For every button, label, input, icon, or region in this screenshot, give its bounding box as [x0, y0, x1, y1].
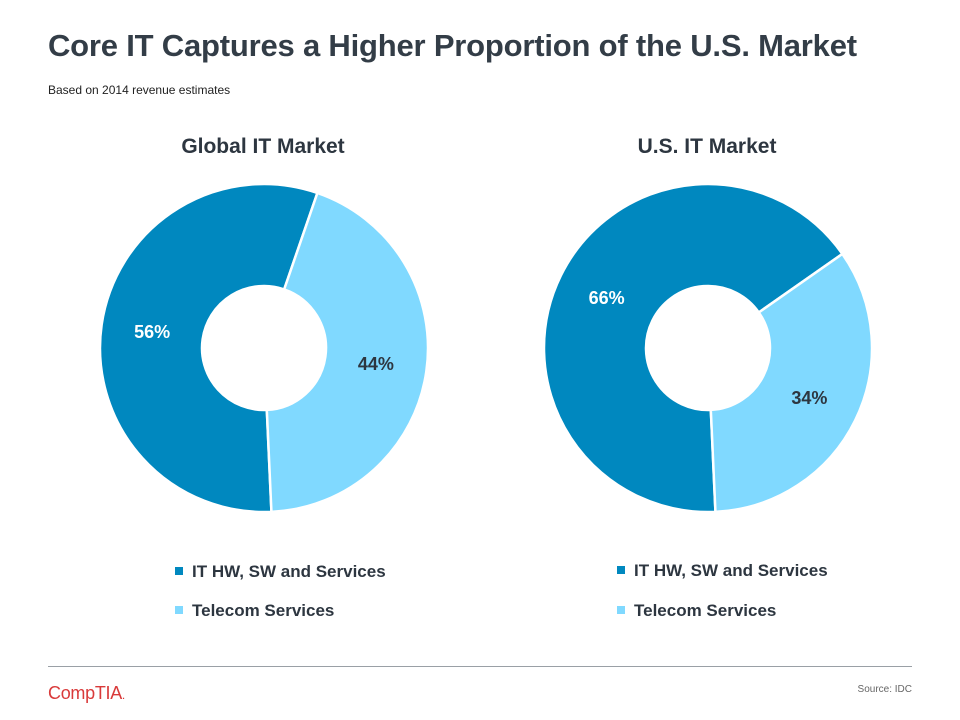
source-note: Source: IDC: [857, 684, 912, 695]
legend-item-it: IT HW, SW and Services: [617, 561, 828, 581]
donut-1-label-telecom: 34%: [791, 388, 827, 408]
comptia-logo: CompTIA.: [48, 683, 125, 703]
page-subtitle: Based on 2014 revenue estimates: [48, 83, 231, 97]
donut-0-label-telecom: 44%: [358, 354, 394, 374]
donut-0-slice-telecom: [265, 191, 430, 514]
legend-label-it: IT HW, SW and Services: [634, 561, 828, 580]
legend-label-telecom: Telecom Services: [634, 601, 777, 620]
logo-text: CompTIA: [48, 683, 122, 703]
legend-item-telecom: Telecom Services: [617, 601, 776, 621]
legend-item-telecom: Telecom Services: [175, 601, 334, 621]
legend-item-it: IT HW, SW and Services: [175, 562, 386, 582]
legend-swatch-telecom: [617, 605, 625, 614]
donut-0-label-it: 56%: [134, 322, 170, 342]
legend-label-it: IT HW, SW and Services: [192, 562, 386, 581]
us-chart-title: U.S. IT Market: [637, 135, 777, 158]
global-chart-title: Global IT Market: [181, 135, 345, 158]
page-title: Core IT Captures a Higher Proportion of …: [48, 28, 857, 63]
donut-1-slice-it: [542, 182, 845, 514]
legend-swatch-it: [617, 565, 625, 574]
legend-swatch-telecom: [175, 605, 183, 614]
donut-1-label-it: 66%: [589, 288, 625, 308]
footer-divider: [48, 666, 912, 667]
donut-1-slice-telecom: [709, 252, 874, 514]
donut-0-slice-it: [98, 182, 319, 514]
legend-label-telecom: Telecom Services: [192, 601, 335, 620]
legend-swatch-it: [175, 566, 183, 575]
